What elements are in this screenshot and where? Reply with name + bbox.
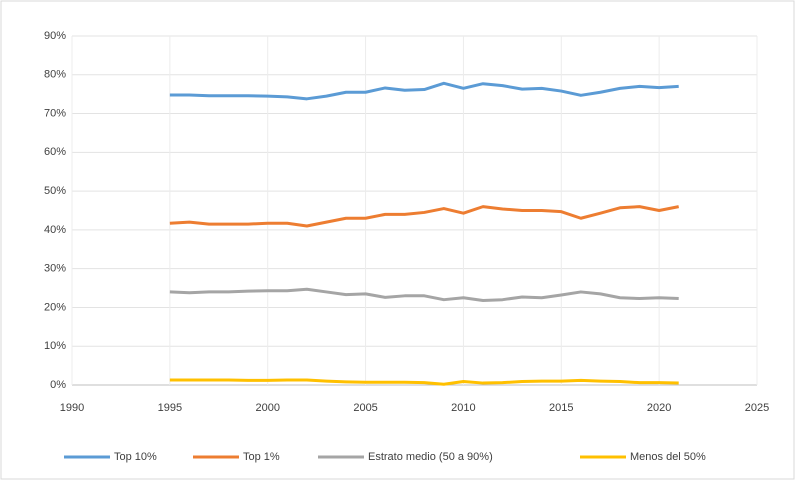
y-tick-label: 60%	[44, 146, 66, 158]
legend-label: Top 10%	[114, 451, 157, 463]
legend-label: Menos del 50%	[630, 451, 706, 463]
y-tick-label: 80%	[44, 69, 66, 81]
y-tick-label: 10%	[44, 340, 66, 352]
y-tick-label: 0%	[50, 379, 66, 391]
legend-label: Top 1%	[243, 451, 280, 463]
y-tick-label: 50%	[44, 185, 66, 197]
line-series	[169, 205, 680, 228]
x-tick-label: 2005	[353, 402, 377, 414]
x-tick-label: 2010	[451, 402, 475, 414]
y-tick-label: 20%	[44, 301, 66, 313]
x-tick-label: 2020	[647, 402, 671, 414]
x-tick-label: 2025	[745, 402, 769, 414]
x-tick-label: 1990	[60, 402, 84, 414]
legend-label: Estrato medio (50 a 90%)	[368, 451, 493, 463]
x-tick-label: 1995	[158, 402, 182, 414]
y-tick-label: 30%	[44, 263, 66, 275]
line-series	[169, 81, 679, 101]
x-tick-label: 2000	[255, 402, 279, 414]
line-series	[169, 378, 679, 386]
y-tick-label: 40%	[44, 224, 66, 236]
x-tick-label: 2015	[549, 402, 573, 414]
y-tick-label: 90%	[44, 30, 66, 42]
line-series	[169, 287, 679, 302]
y-tick-label: 70%	[44, 107, 66, 119]
